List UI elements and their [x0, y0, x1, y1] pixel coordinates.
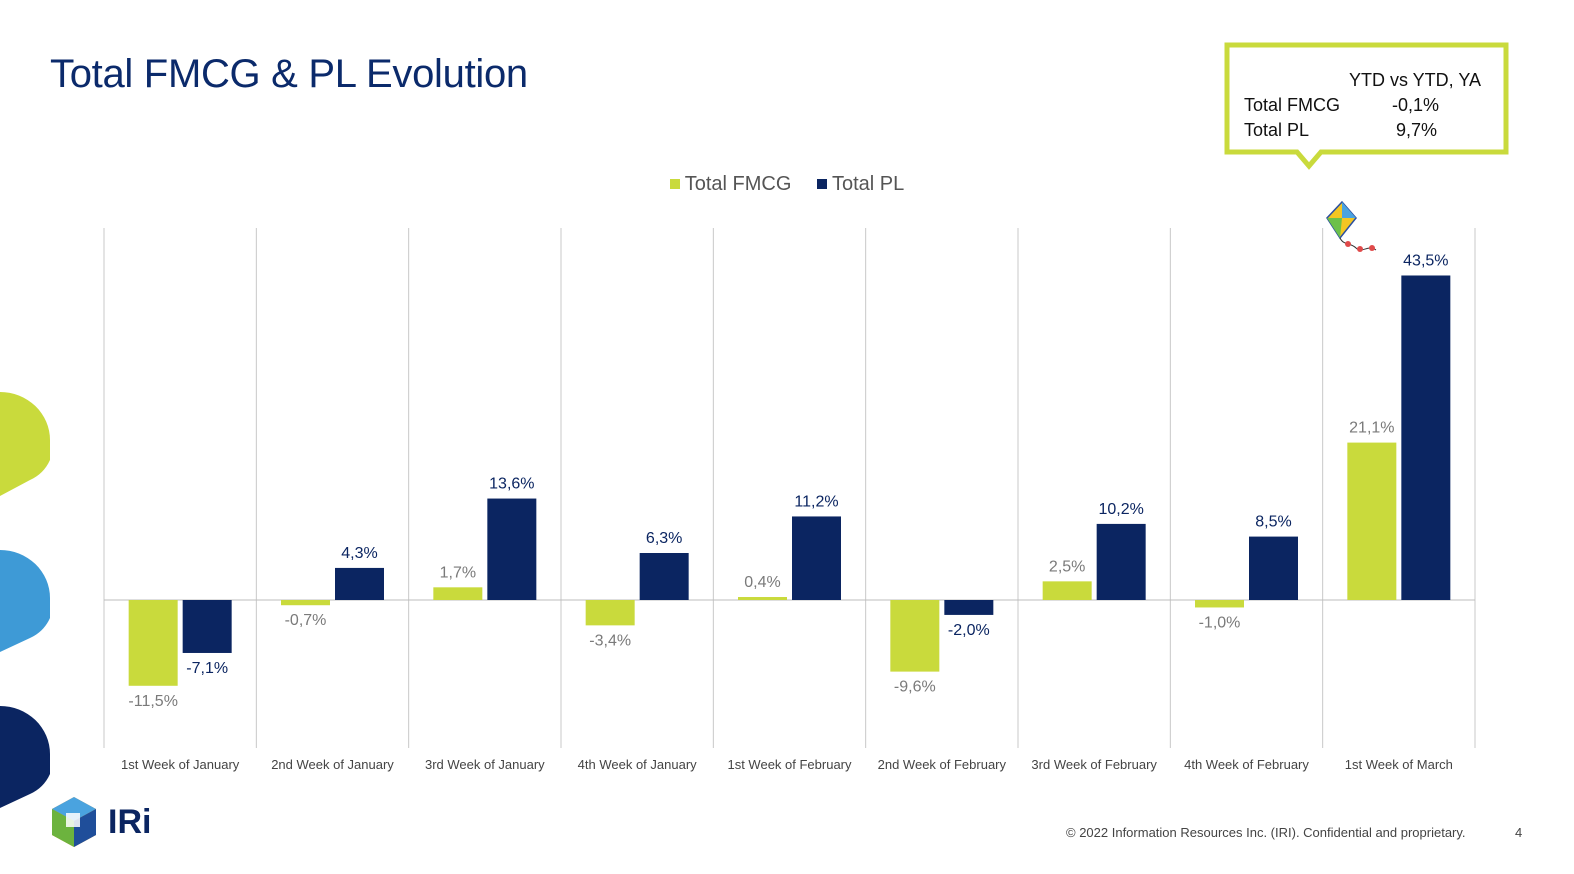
data-label-pl: -2,0% — [948, 622, 990, 639]
bar-fmcg — [433, 587, 483, 600]
bar-pl — [944, 600, 994, 615]
bar-chart: -11,5% -7,1% 1st Week of January -0,7% 4,3% 2… — [103, 228, 1476, 772]
x-tick-label: 4th Week of February — [1184, 757, 1309, 772]
callout-border — [1224, 42, 1509, 170]
legend-swatch-pl — [816, 179, 827, 189]
bar-fmcg — [1195, 600, 1244, 608]
legend-label-pl: Total PL — [831, 172, 905, 195]
bar-fmcg — [890, 600, 940, 672]
data-label-fmcg: 21,1% — [1349, 420, 1394, 437]
bar-pl — [792, 516, 841, 600]
chart-legend: Total FMCG Total PL — [0, 172, 1574, 196]
callout-label-pl: Total PL — [1244, 120, 1310, 140]
legend-label-fmcg: Total FMCG — [684, 172, 792, 195]
callout-label-fmcg: Total FMCG — [1244, 95, 1341, 115]
callout-value-fmcg: -0,1% — [1392, 95, 1440, 115]
data-label-pl: -7,1% — [186, 660, 228, 677]
data-label-fmcg: 2,5% — [1049, 558, 1085, 575]
x-tick-label: 3rd Week of February — [1031, 757, 1157, 772]
data-label-fmcg: -3,4% — [589, 632, 631, 649]
legend-swatch-fmcg — [669, 179, 680, 189]
bar-fmcg — [128, 600, 178, 686]
ytd-callout: YTD vs YTD, YA Total FMCG -0,1% Total PL… — [1224, 42, 1512, 174]
data-label-pl: 11,2% — [794, 493, 838, 510]
blue-leaf-shape — [0, 550, 50, 652]
x-tick-label: 1st Week of March — [1345, 757, 1453, 772]
bar-fmcg — [1347, 442, 1397, 600]
x-tick-label: 2nd Week of February — [878, 757, 1007, 772]
x-tick-label: 1st Week of January — [121, 757, 240, 772]
bar-pl — [639, 553, 689, 600]
x-tick-label: 3rd Week of January — [425, 757, 545, 772]
kite-icon — [1326, 200, 1377, 252]
callout-value-pl: 9,7% — [1396, 120, 1438, 140]
data-label-fmcg: 1,7% — [440, 564, 476, 581]
page-title: Total FMCG & PL Evolution — [50, 52, 528, 96]
copyright-footer: © 2022 Information Resources Inc. (IRI).… — [1066, 825, 1466, 840]
data-label-fmcg: 0,4% — [744, 574, 780, 591]
data-label-fmcg: -0,7% — [285, 612, 327, 629]
iri-logo: IRi — [48, 795, 168, 855]
bar-pl — [1401, 275, 1451, 600]
data-label-pl: 8,5% — [1255, 514, 1291, 531]
bar-pl — [335, 567, 384, 600]
x-tick-label: 4th Week of January — [578, 757, 697, 772]
bar-fmcg — [1042, 581, 1092, 600]
data-label-pl: 6,3% — [646, 530, 682, 547]
x-tick-label: 1st Week of February — [727, 757, 852, 772]
data-label-pl: 13,6% — [489, 476, 534, 493]
green-leaf-shape — [0, 392, 50, 496]
logo-text: IRi — [108, 803, 152, 841]
navy-leaf-shape — [0, 706, 50, 808]
decorative-shapes — [0, 392, 50, 808]
data-label-fmcg: -1,0% — [1199, 614, 1241, 631]
legend-item-fmcg: Total FMCG — [669, 172, 792, 196]
bar-pl — [1096, 523, 1146, 600]
bar-fmcg — [281, 600, 330, 606]
legend-item-pl: Total PL — [816, 172, 905, 196]
callout-header: YTD vs YTD, YA — [1349, 70, 1482, 90]
x-tick-label: 2nd Week of January — [271, 757, 394, 772]
bar-pl — [1249, 536, 1298, 600]
data-label-pl: 4,3% — [341, 545, 377, 562]
bar-fmcg — [738, 597, 787, 600]
page-number: 4 — [1515, 825, 1523, 840]
data-label-pl: 10,2% — [1098, 501, 1143, 518]
data-label-fmcg: -9,6% — [894, 679, 936, 696]
data-label-fmcg: -11,5% — [128, 693, 178, 710]
bar-pl — [487, 498, 537, 600]
bar-pl — [182, 600, 232, 653]
data-label-pl: 43,5% — [1403, 252, 1448, 269]
bar-fmcg — [585, 600, 635, 626]
